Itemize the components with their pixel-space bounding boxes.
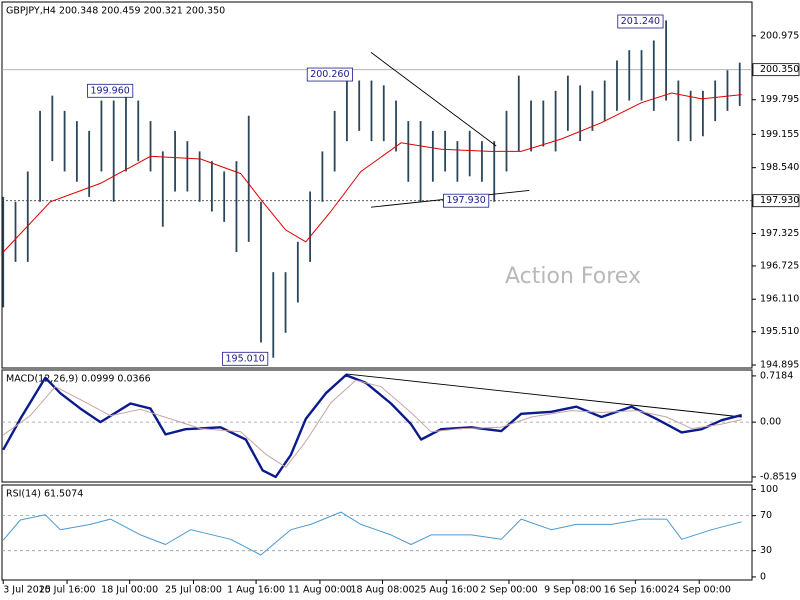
y-tick-label: 199.795 <box>760 94 799 105</box>
indicator-line <box>2 379 742 468</box>
indicator-line <box>2 373 742 479</box>
x-tick-label: 2 Sep 00:00 <box>480 585 537 596</box>
trendline <box>370 52 497 147</box>
y-tick-label: 100 <box>760 484 778 495</box>
annotation-box <box>306 67 353 82</box>
x-tick-label: 25 Aug 16:00 <box>414 585 478 596</box>
y-tick-label: 0 <box>760 571 766 582</box>
y-tick-label: 199.155 <box>760 129 799 140</box>
x-tick-label: 3 Jul 2025 <box>3 585 51 596</box>
x-tick-label: 25 Jul 08:00 <box>165 585 222 596</box>
panel-frame <box>1 484 753 581</box>
x-tick-label: 18 Jul 00:00 <box>101 585 158 596</box>
x-tick-label: 9 Sep 08:00 <box>544 585 601 596</box>
y-tick-label: 200.975 <box>760 30 799 41</box>
annotation-label: 201.240 <box>621 16 660 27</box>
moving-average <box>2 92 742 253</box>
panel-frame <box>1 1 753 369</box>
price-tag-box <box>752 63 800 77</box>
indicator-line <box>2 511 742 556</box>
panel-title: RSI(14) 61.5074 <box>6 489 83 500</box>
x-tick-label: 16 Sep 16:00 <box>604 585 667 596</box>
watermark: Action Forex <box>505 264 641 289</box>
y-tick-label: -0.8519 <box>760 471 797 482</box>
annotation-box <box>87 83 134 98</box>
annotation-label: 199.960 <box>91 85 130 96</box>
price-tag: 197.930 <box>760 195 799 206</box>
y-tick-label: 30 <box>760 545 772 556</box>
y-tick-label: 194.895 <box>760 360 799 371</box>
annotation-box <box>222 351 269 366</box>
panel-title: MACD(12,26,9) 0.0999 0.0366 <box>6 374 151 385</box>
y-tick-label: 196.110 <box>760 294 799 305</box>
price-tag-box <box>752 194 800 208</box>
x-tick-label: 24 Sep 00:00 <box>668 585 731 596</box>
price-tag: 200.350 <box>760 64 799 75</box>
trendline <box>345 373 742 418</box>
annotation-label: 200.260 <box>310 69 349 80</box>
x-tick-label: 10 Jul 16:00 <box>39 585 96 596</box>
y-tick-label: 195.510 <box>760 326 799 337</box>
annotation-label: 197.930 <box>446 195 485 206</box>
y-tick-label: 0.7184 <box>760 370 793 381</box>
x-tick-label: 1 Aug 16:00 <box>227 585 285 596</box>
y-tick-label: 0.00 <box>760 417 781 428</box>
annotation-box <box>443 193 490 208</box>
y-tick-label: 197.325 <box>760 228 799 239</box>
y-tick-label: 70 <box>760 510 772 521</box>
y-tick-label: 198.540 <box>760 162 799 173</box>
x-tick-label: 18 Aug 08:00 <box>350 585 414 596</box>
y-tick-label: 196.725 <box>760 260 799 271</box>
panel-title: GBPJPY,H4 200.348 200.459 200.321 200.35… <box>6 6 225 17</box>
annotation-label: 195.010 <box>226 353 265 364</box>
annotation-box <box>617 14 664 29</box>
panel-frame <box>1 369 753 483</box>
x-tick-label: 11 Aug 00:00 <box>288 585 352 596</box>
